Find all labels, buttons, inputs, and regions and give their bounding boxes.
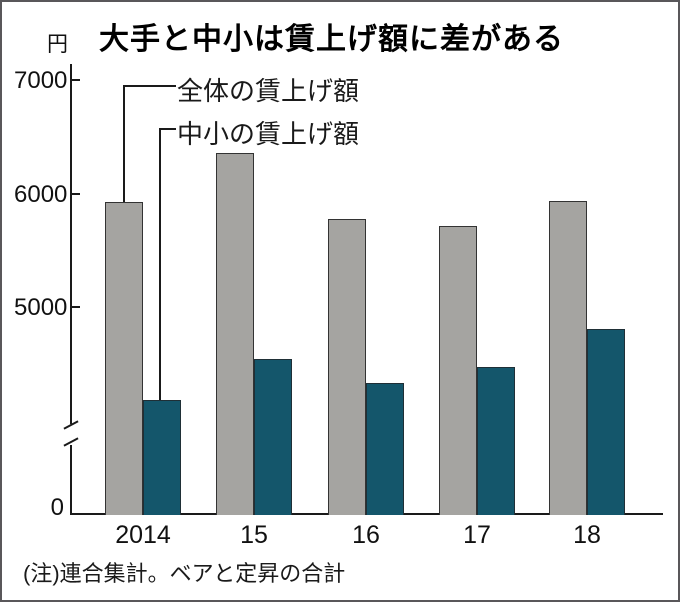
bar-overall-17 [439, 226, 477, 515]
legend-callout-line-sme-vertical [159, 128, 161, 401]
x-axis-label-15: 15 [240, 521, 268, 549]
legend-label-sme: 中小の賃上げ額 [177, 119, 360, 149]
legend-callout-line-overall-horizontal [123, 85, 176, 87]
legend-callout-line-overall-vertical [123, 85, 125, 202]
bar-sme-18 [587, 329, 625, 515]
y-axis-tick-mark-6000 [72, 192, 80, 195]
y-axis-tick-label-5000: 5000 [14, 294, 68, 321]
x-axis-label-16: 16 [352, 521, 380, 549]
y-axis-tick-mark-7000 [72, 79, 80, 81]
bar-sme-15 [254, 358, 292, 515]
x-axis-label-18: 18 [573, 521, 601, 549]
chart-title: 大手と中小は賃上げ額に差がある [99, 23, 564, 56]
bar-overall-18 [549, 200, 587, 515]
y-axis-line-upper [70, 64, 72, 424]
x-axis-label-2014: 2014 [115, 521, 171, 549]
bar-sme-2014 [143, 400, 181, 515]
y-axis-line-lower [70, 445, 72, 515]
legend-callout-line-sme-horizontal [159, 128, 176, 130]
legend-label-overall: 全体の賃上げ額 [177, 76, 360, 106]
y-axis-tick-mark-5000 [72, 306, 80, 308]
source-note: (注)連合集計。ベアと定昇の合計 [23, 561, 346, 586]
y-axis-unit-label: 円 [47, 33, 68, 56]
y-axis-tick-label-7000: 7000 [14, 67, 68, 94]
y-axis-tick-label-6000: 6000 [14, 180, 68, 208]
bar-overall-15 [216, 153, 254, 515]
bar-overall-2014 [105, 201, 143, 515]
bar-sme-17 [477, 366, 515, 515]
bar-sme-16 [366, 383, 404, 515]
y-axis-tick-label-0: 0 [50, 494, 64, 521]
bar-overall-16 [328, 218, 366, 515]
x-axis-label-17: 17 [463, 521, 491, 549]
